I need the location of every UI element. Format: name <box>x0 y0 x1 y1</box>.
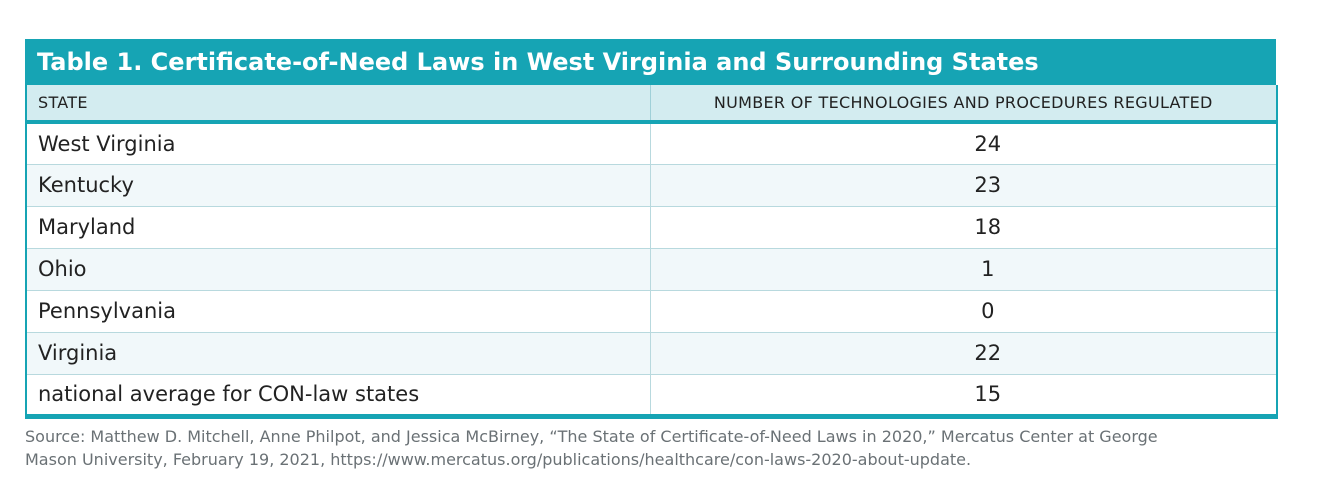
table-row: Maryland 18 <box>26 206 1277 249</box>
count-cell: 22 <box>649 332 1277 375</box>
data-table: STATE NUMBER OF TECHNOLOGIES AND PROCEDU… <box>25 85 1278 419</box>
count-cell: 23 <box>649 164 1277 207</box>
state-cell: Pennsylvania <box>26 290 650 333</box>
table-row: Ohio 1 <box>26 248 1277 291</box>
source-line-2: Mason University, February 19, 2021, htt… <box>25 450 972 469</box>
table-row: Virginia 22 <box>26 332 1277 375</box>
count-cell: 0 <box>649 290 1277 333</box>
table-title: Table 1. Certificate-of-Need Laws in Wes… <box>25 39 1276 85</box>
column-header-state: STATE <box>26 85 650 124</box>
column-header-count: NUMBER OF TECHNOLOGIES AND PROCEDURES RE… <box>649 85 1277 124</box>
state-cell: Virginia <box>26 332 650 375</box>
table-row: West Virginia 24 <box>26 122 1277 165</box>
state-cell: West Virginia <box>26 122 650 165</box>
state-cell: Ohio <box>26 248 650 291</box>
state-cell: Maryland <box>26 206 650 249</box>
state-cell: Kentucky <box>26 164 650 207</box>
con-laws-table: Table 1. Certificate-of-Need Laws in Wes… <box>25 39 1278 419</box>
count-cell: 15 <box>649 374 1277 419</box>
count-cell: 18 <box>649 206 1277 249</box>
table-row: Kentucky 23 <box>26 164 1277 207</box>
header-row: STATE NUMBER OF TECHNOLOGIES AND PROCEDU… <box>26 85 1277 124</box>
count-cell: 24 <box>649 122 1277 165</box>
table-row: Pennsylvania 0 <box>26 290 1277 333</box>
count-cell: 1 <box>649 248 1277 291</box>
table-row: national average for CON-law states 15 <box>26 374 1277 419</box>
source-line-1: Source: Matthew D. Mitchell, Anne Philpo… <box>25 427 1158 446</box>
state-cell: national average for CON-law states <box>26 374 650 419</box>
source-note: Source: Matthew D. Mitchell, Anne Philpo… <box>25 425 1285 471</box>
